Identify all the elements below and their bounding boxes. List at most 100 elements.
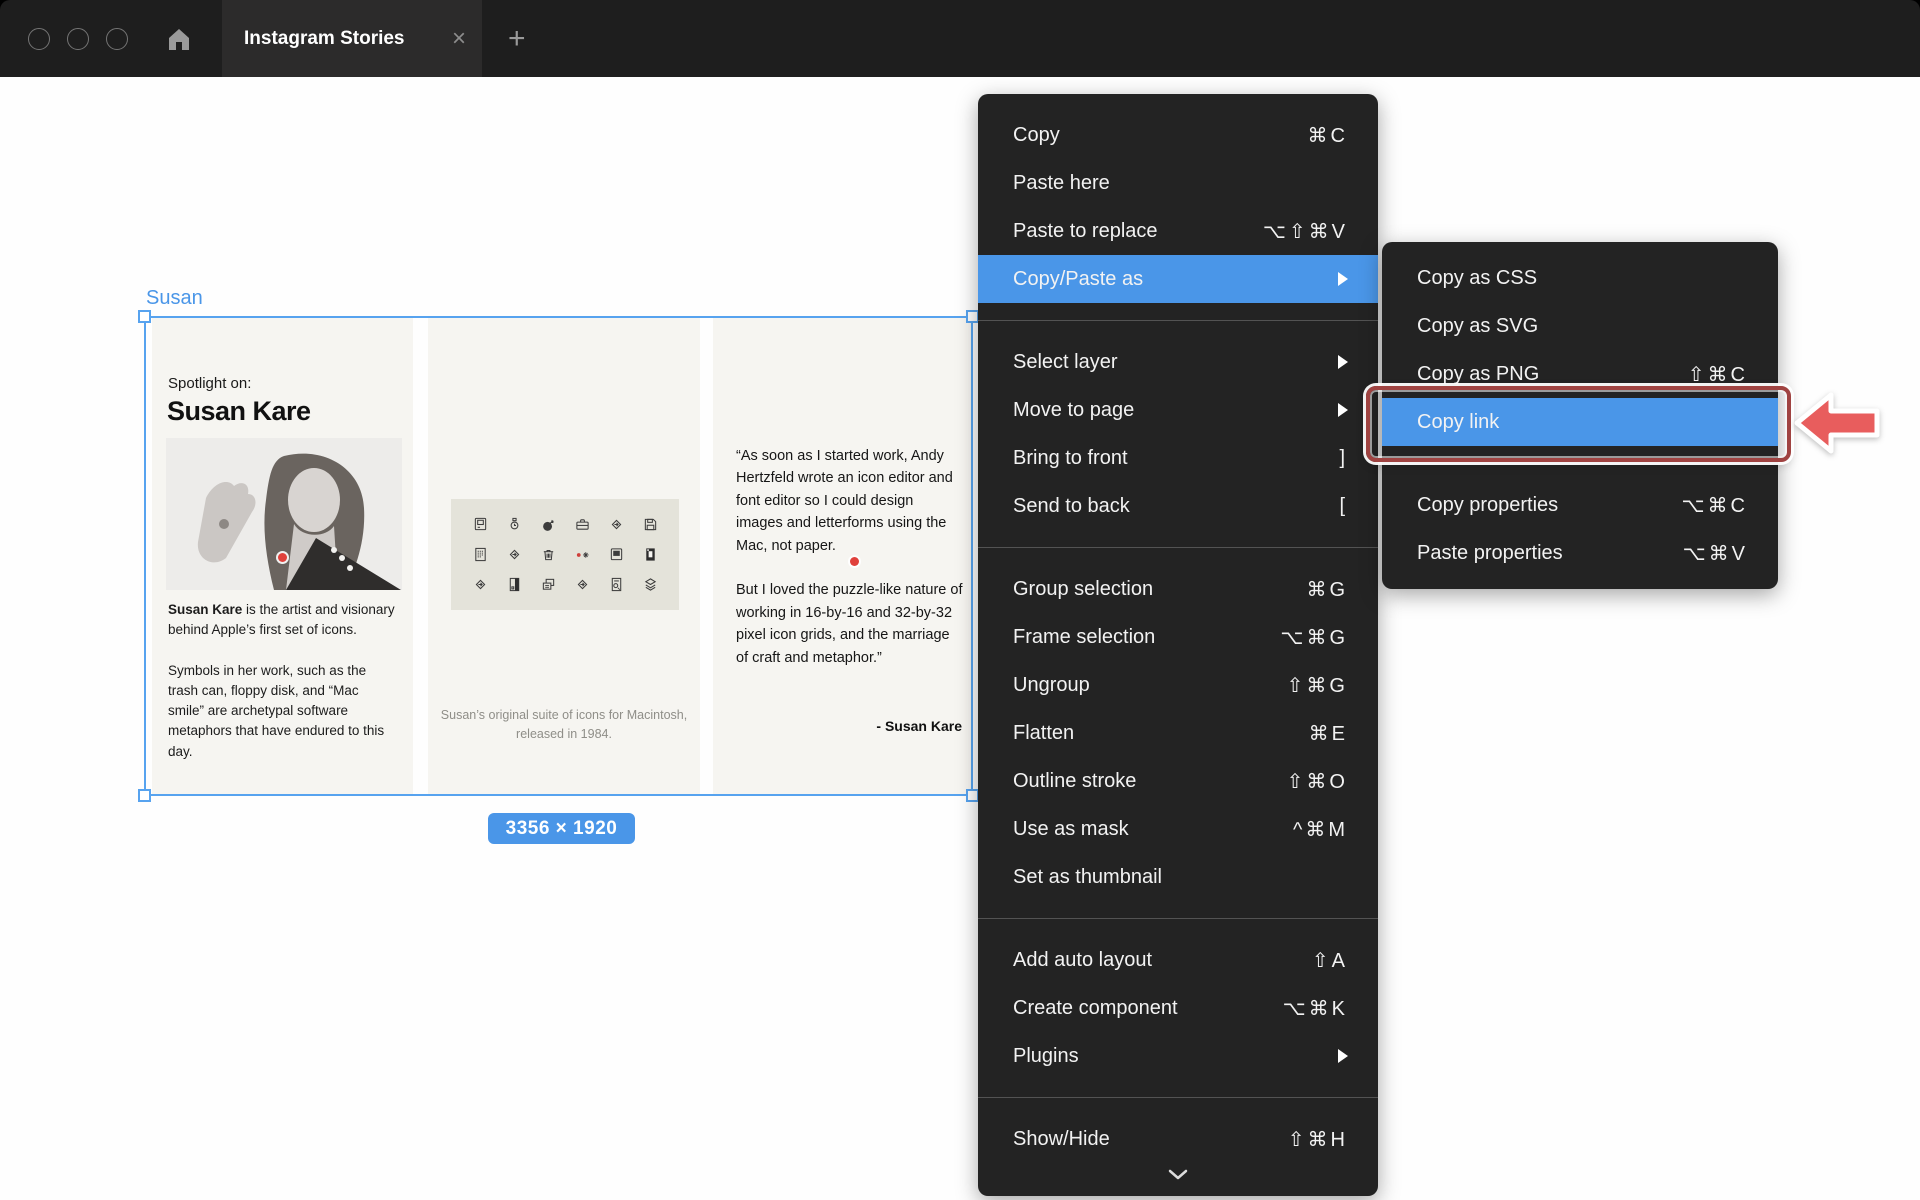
menu-item-label: Paste properties — [1417, 541, 1563, 564]
portrait-illustration — [166, 438, 402, 590]
menu-item-copy-as-png[interactable]: Copy as PNG ⇧⌘C — [1382, 350, 1778, 398]
menu-item-shortcut: ⇧A — [1311, 949, 1348, 972]
story-panel-quote[interactable]: “As soon as I started work, Andy Hertzfe… — [713, 318, 973, 795]
copy-paste-as-submenu: Copy as CSS Copy as SVG Copy as PNG ⇧⌘C Copy… — [1382, 242, 1778, 589]
quote-text: “As soon as I started work, Andy Hertzfe… — [736, 445, 964, 691]
watch-icon — [506, 516, 522, 532]
spotlight-body-rest: is the artist and visionary behind Apple… — [168, 602, 395, 638]
menu-item-shortcut: ⌥⌘G — [1280, 626, 1348, 649]
menu-item-plugins[interactable]: Plugins — [978, 1032, 1378, 1080]
quote-attribution: - Susan Kare — [876, 718, 962, 734]
quote-paragraph-1: “As soon as I started work, Andy Hertzfe… — [736, 448, 953, 554]
menu-item-copy-paste-as[interactable]: Copy/Paste as — [978, 255, 1378, 303]
topbar: Instagram Stories × + — [0, 0, 1920, 77]
menu-item-label: Copy as SVG — [1417, 314, 1539, 337]
menu-item-label: Set as thumbnail — [1013, 865, 1162, 888]
menu-item-label: Select layer — [1013, 350, 1118, 373]
menu-item-shortcut: ⌥⇧⌘V — [1262, 220, 1348, 243]
menu-item-copy[interactable]: Copy ⌘C — [978, 111, 1378, 159]
frame-label[interactable]: Susan — [146, 287, 203, 309]
selection-handle-top-left[interactable] — [138, 310, 151, 323]
menu-item-copy-link[interactable]: Copy link — [1382, 398, 1778, 446]
menu-item-group-selection[interactable]: Group selection ⌘G — [978, 565, 1378, 613]
canvas[interactable]: Susan Spotlight on: Susan Kare — [0, 77, 1920, 1200]
menu-item-paste-properties[interactable]: Paste properties ⌥⌘V — [1382, 529, 1778, 577]
menu-item-paste-here[interactable]: Paste here — [978, 159, 1378, 207]
menu-item-paste-to-replace[interactable]: Paste to replace ⌥⇧⌘V — [978, 207, 1378, 255]
menu-separator — [978, 918, 1378, 919]
cursor-marker-dot — [278, 553, 287, 562]
menu-item-label: Ungroup — [1013, 673, 1090, 696]
menu-item-select-layer[interactable]: Select layer — [978, 338, 1378, 386]
menu-item-label: Add auto layout — [1013, 948, 1152, 971]
floppy-disk-icon — [642, 516, 658, 532]
briefcase-icon — [574, 516, 590, 532]
tab-title: Instagram Stories — [244, 27, 405, 49]
menu-item-label: Use as mask — [1013, 817, 1129, 840]
mac-classic-icon — [472, 516, 488, 532]
menu-item-label: Copy as PNG — [1417, 362, 1540, 385]
trash-can-icon — [540, 546, 556, 562]
menu-separator — [978, 1097, 1378, 1098]
menu-item-label: Copy — [1013, 123, 1060, 146]
selection-handle-bottom-left[interactable] — [138, 789, 151, 802]
menu-item-label: Copy as CSS — [1417, 266, 1538, 289]
window-controls — [28, 27, 128, 50]
floppy-arrow-icon — [574, 577, 590, 593]
menu-item-label: Bring to front — [1013, 446, 1128, 469]
menu-item-set-as-thumbnail[interactable]: Set as thumbnail — [978, 853, 1378, 901]
page-dark-icon — [506, 577, 522, 593]
story-panel-spotlight[interactable]: Spotlight on: Susan Kare Sus — [152, 318, 413, 795]
menu-item-label: Flatten — [1013, 721, 1075, 744]
menu-item-use-as-mask[interactable]: Use as mask ^⌘M — [978, 805, 1378, 853]
menu-item-copy-properties[interactable]: Copy properties ⌥⌘C — [1382, 481, 1778, 529]
menu-item-ungroup[interactable]: Ungroup ⇧⌘G — [978, 661, 1378, 709]
home-button[interactable] — [166, 26, 192, 52]
icon-suite-caption: Susan’s original suite of icons for Maci… — [440, 708, 688, 742]
dimensions-badge: 3356 × 1920 — [488, 813, 635, 844]
menu-item-create-component[interactable]: Create component ⌥⌘K — [978, 984, 1378, 1032]
menu-item-shortcut: ⌥⌘K — [1282, 997, 1348, 1020]
menu-item-copy-as-css[interactable]: Copy as CSS — [1382, 254, 1778, 302]
menu-item-frame-selection[interactable]: Frame selection ⌥⌘G — [978, 613, 1378, 661]
disk-door-icon — [642, 546, 658, 562]
menu-item-label: Frame selection — [1013, 625, 1156, 648]
menu-item-add-auto-layout[interactable]: Add auto layout ⇧A — [978, 936, 1378, 984]
spotlight-body-bold: Susan Kare — [168, 602, 243, 617]
tab-instagram-stories[interactable]: Instagram Stories × — [222, 0, 482, 77]
menu-item-shortcut: [ — [1339, 494, 1348, 517]
new-tab-button[interactable]: + — [508, 21, 526, 55]
menu-item-shortcut: ⌥⌘C — [1681, 494, 1748, 517]
window-minimize-button[interactable] — [67, 27, 89, 50]
menu-item-outline-stroke[interactable]: Outline stroke ⇧⌘O — [978, 757, 1378, 805]
menu-item-bring-to-front[interactable]: Bring to front] — [978, 434, 1378, 482]
menu-item-flatten[interactable]: Flatten ⌘E — [978, 709, 1378, 757]
menu-separator — [1382, 463, 1778, 464]
window-zoom-button[interactable] — [106, 27, 128, 50]
spotlight-eyebrow: Spotlight on: — [168, 375, 252, 392]
floppy-arrow-icon — [506, 546, 522, 562]
spotlight-body-2: Symbols in her work, such as the trash c… — [168, 662, 385, 759]
copy-stack-icon — [540, 577, 556, 593]
tab-close-icon[interactable]: × — [451, 24, 466, 52]
story-panel-icons[interactable]: Susan’s original suite of icons for Maci… — [428, 318, 700, 795]
menu-item-move-to-page[interactable]: Move to page — [978, 386, 1378, 434]
menu-item-copy-as-svg[interactable]: Copy as SVG — [1382, 302, 1778, 350]
menu-item-label: Paste here — [1013, 171, 1110, 194]
window-close-button[interactable] — [28, 27, 50, 50]
menu-item-show-hide[interactable]: Show/Hide ⇧⌘H — [978, 1115, 1378, 1163]
page-badge-icon — [608, 577, 624, 593]
menu-item-shortcut: ⌘E — [1308, 722, 1348, 745]
menu-item-send-to-back[interactable]: Send to back [ — [978, 482, 1378, 530]
menu-item-label: Create component — [1013, 996, 1178, 1019]
menu-item-label: Copy/Paste as — [1013, 267, 1144, 290]
menu-item-label: Copy properties — [1417, 493, 1559, 516]
menu-item-label: Group selection — [1013, 577, 1154, 600]
scroll-down-chevron-icon[interactable] — [978, 1163, 1378, 1190]
menu-item-shortcut: ⇧⌘C — [1687, 363, 1748, 386]
submenu-arrow-icon — [1338, 272, 1348, 286]
menu-item-shortcut: ] — [1339, 446, 1348, 469]
menu-item-label: Copy link — [1417, 410, 1500, 433]
annotation-arrow-icon — [1794, 392, 1880, 454]
